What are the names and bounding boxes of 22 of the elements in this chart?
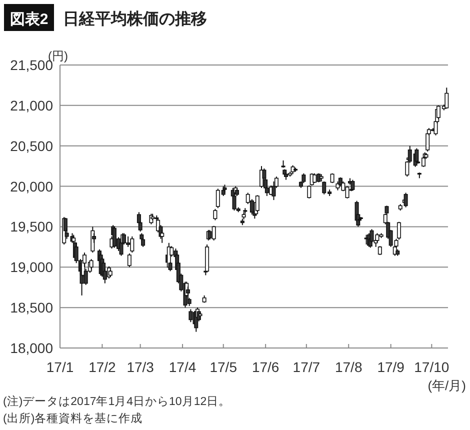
y-tick-label: 18,500 [10,300,54,316]
chart-title: 日経平均株価の推移 [63,10,207,28]
x-tick-label: 17/5 [210,359,238,375]
x-tick-label: 17/1 [46,359,74,375]
y-tick-label: 20,500 [10,138,54,154]
x-tick-label: 17/10 [414,359,450,375]
text: (注)データは2017年1月4日から10月12日。 [3,394,231,408]
x-tick-label: 17/4 [168,359,196,375]
x-tick-label: 17/3 [126,359,154,375]
y-tick-label: 20,000 [10,178,54,194]
x-tick-label: 17/2 [88,359,116,375]
x-tick-label: 17/6 [252,359,280,375]
text: (出所)各種資料を基に作成 [3,412,143,425]
x-tick-label: 17/9 [377,359,405,375]
x-tick-label: 17/8 [334,359,362,375]
y-tick-label: 18,000 [10,340,54,356]
x-axis-title: (年/月) [428,378,466,393]
y-tick-label: 19,000 [10,259,54,276]
y-tick-label: 21,000 [10,97,54,114]
text: 図表2 [10,11,48,28]
x-tick-label: 17/7 [292,359,320,375]
y-tick-label: 19,500 [10,218,54,235]
